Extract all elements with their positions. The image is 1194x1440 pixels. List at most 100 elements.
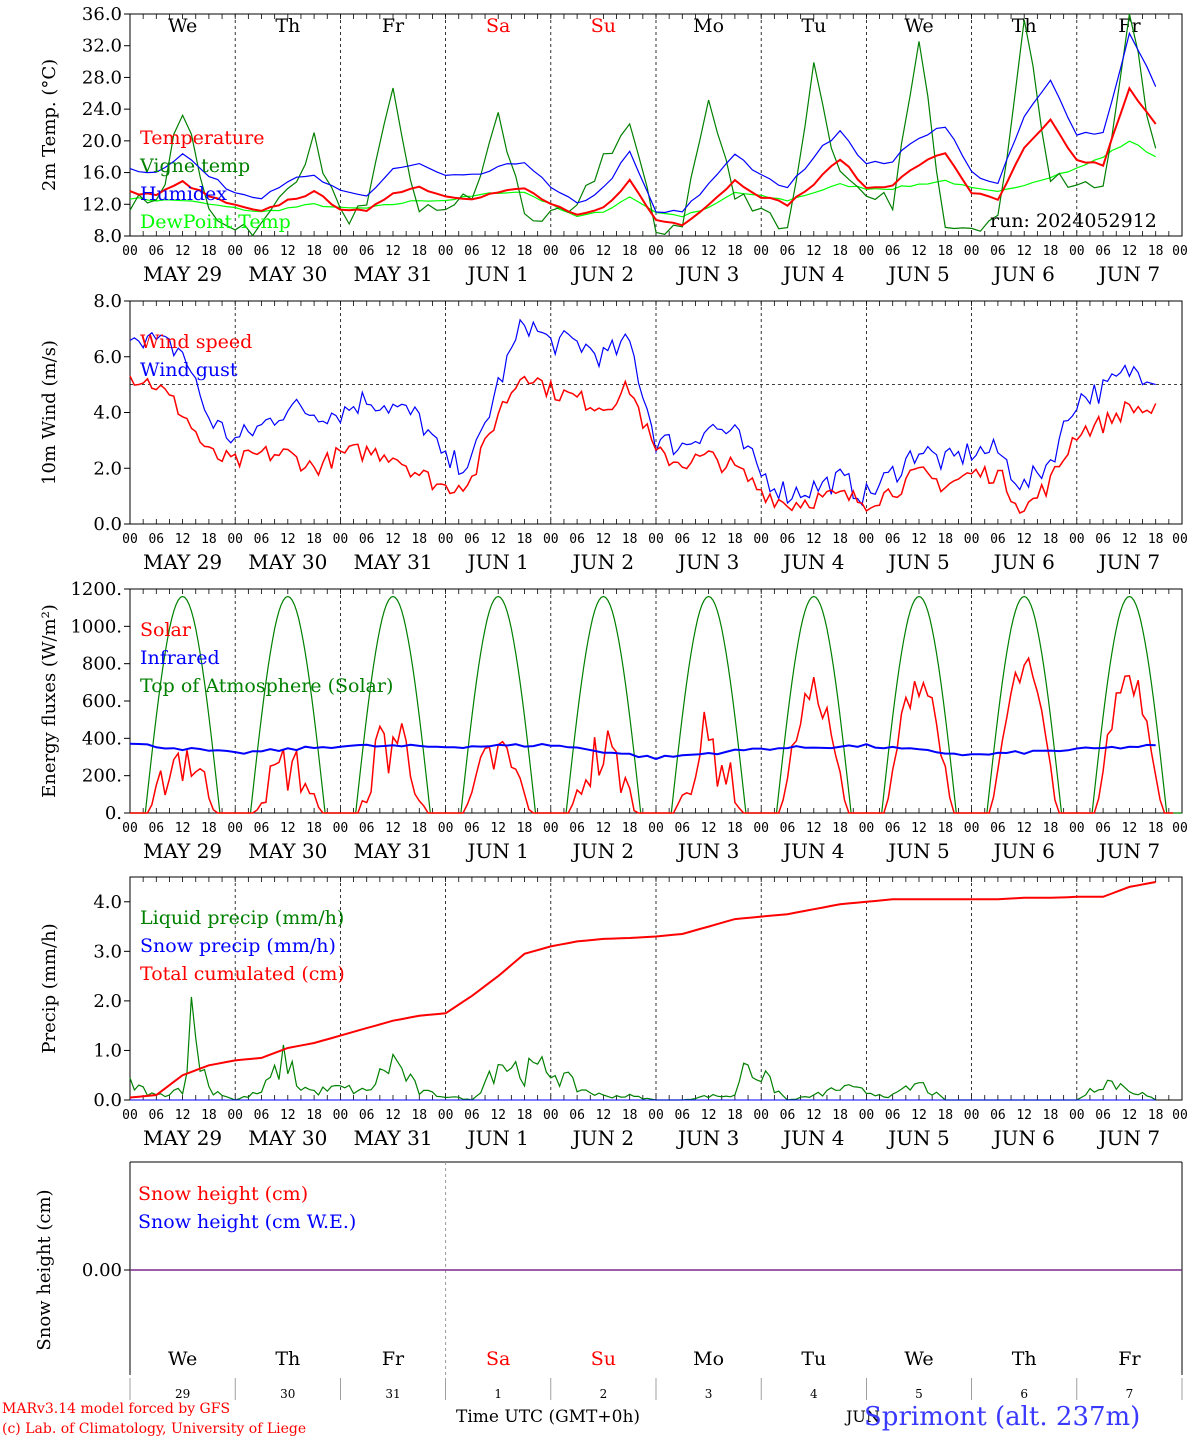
y-axis-label: 2m Temp. (°C) xyxy=(39,59,60,191)
hour-tick-label: 00 xyxy=(964,821,980,836)
hour-tick-label: 18 xyxy=(201,1108,217,1123)
legend-dewpoint-temp: DewPoint Temp xyxy=(140,211,291,233)
date-label: JUN 2 xyxy=(571,1126,634,1150)
y-tick-label: 0. xyxy=(105,803,122,824)
legend-top-of-atmosphere-solar-: Top of Atmosphere (Solar) xyxy=(140,675,393,697)
hour-tick-label: 18 xyxy=(832,821,848,836)
date-label: JUN 5 xyxy=(886,550,949,574)
hour-tick-label: 12 xyxy=(701,1108,717,1123)
hour-tick-label: 18 xyxy=(411,1108,427,1123)
date-label: MAY 30 xyxy=(248,550,327,574)
hour-tick-label: 12 xyxy=(280,244,296,259)
hour-tick-label: 00 xyxy=(333,532,349,547)
date-label: MAY 30 xyxy=(248,839,327,863)
date-label: JUN 3 xyxy=(676,839,739,863)
hour-tick-label: 00 xyxy=(438,532,454,547)
hour-tick-label: 18 xyxy=(622,244,638,259)
hour-tick-label: 12 xyxy=(806,532,822,547)
legend-solar: Solar xyxy=(140,619,192,641)
hour-tick-label: 12 xyxy=(1122,244,1138,259)
hour-tick-label: 18 xyxy=(727,532,743,547)
y-tick-label: 2.0 xyxy=(93,991,122,1012)
hour-tick-label: 18 xyxy=(727,821,743,836)
hour-tick-label: 00 xyxy=(964,244,980,259)
hour-tick-label: 18 xyxy=(411,244,427,259)
hour-tick-label: 00 xyxy=(964,1108,980,1123)
date-label: JUN 4 xyxy=(781,839,844,863)
hour-tick-label: 12 xyxy=(911,532,927,547)
hour-tick-label: 18 xyxy=(306,1108,322,1123)
hour-tick-label: 00 xyxy=(333,244,349,259)
hour-tick-label: 18 xyxy=(727,244,743,259)
date-label: MAY 30 xyxy=(248,1126,327,1150)
hour-tick-label: 18 xyxy=(832,1108,848,1123)
legend-humidex: Humidex xyxy=(140,183,227,205)
hour-tick-label: 06 xyxy=(359,1108,375,1123)
hour-tick-label: 18 xyxy=(1043,821,1059,836)
y-axis-label: 10m Wind (m/s) xyxy=(39,340,60,485)
hour-tick-label: 06 xyxy=(674,532,690,547)
hour-tick-label: 00 xyxy=(227,821,243,836)
hour-tick-label: 12 xyxy=(1016,821,1032,836)
date-label: JUN 1 xyxy=(465,839,528,863)
hour-tick-label: 18 xyxy=(937,244,953,259)
y-tick-label: 3.0 xyxy=(93,941,122,962)
y-tick-label: 4.0 xyxy=(93,403,122,424)
bottom-day-name: Mo xyxy=(693,1348,724,1370)
hour-tick-label: 00 xyxy=(438,1108,454,1123)
hour-tick-label: 18 xyxy=(1043,1108,1059,1123)
hour-tick-label: 06 xyxy=(148,532,164,547)
hour-tick-label: 18 xyxy=(1043,244,1059,259)
bottom-day-name: We xyxy=(904,1348,933,1370)
hour-tick-label: 06 xyxy=(359,244,375,259)
hour-tick-label: 00 xyxy=(122,1108,138,1123)
hour-tick-label: 06 xyxy=(1095,821,1111,836)
hour-tick-label: 06 xyxy=(254,244,270,259)
plot-frame-2 xyxy=(129,300,1183,525)
hour-tick-label: 12 xyxy=(175,244,191,259)
legend-vigne-temp: Vigne temp xyxy=(139,155,250,177)
date-label: JUN 1 xyxy=(465,550,528,574)
hour-tick-label: 12 xyxy=(806,1108,822,1123)
hour-tick-label: 06 xyxy=(780,244,796,259)
hour-tick-label: 00 xyxy=(1172,244,1188,259)
hour-tick-label: 12 xyxy=(596,244,612,259)
y-tick-label: 1000. xyxy=(70,616,122,637)
hour-tick-label: 18 xyxy=(937,1108,953,1123)
legend-total-cumulated-cm-: Total cumulated (cm) xyxy=(140,963,345,985)
hour-tick-label: 18 xyxy=(411,821,427,836)
hour-tick-label: 00 xyxy=(333,1108,349,1123)
hour-tick-label: 12 xyxy=(806,244,822,259)
day-name: Mo xyxy=(693,15,724,37)
hour-tick-label: 00 xyxy=(753,532,769,547)
hour-tick-label: 18 xyxy=(517,1108,533,1123)
y-tick-label: 200. xyxy=(82,766,122,787)
hour-tick-label: 18 xyxy=(832,532,848,547)
hour-tick-label: 12 xyxy=(806,821,822,836)
hour-tick-label: 06 xyxy=(148,244,164,259)
hour-tick-label: 06 xyxy=(359,532,375,547)
y-tick-label: 6.0 xyxy=(93,347,122,368)
hour-tick-label: 12 xyxy=(280,532,296,547)
day-name: Tu xyxy=(801,15,826,37)
date-label: JUN 3 xyxy=(676,1126,739,1150)
hour-tick-label: 00 xyxy=(543,532,559,547)
y-axis-label: Snow height (cm) xyxy=(34,1189,55,1350)
hour-tick-label: 12 xyxy=(596,1108,612,1123)
day-name: Th xyxy=(1012,15,1037,37)
hour-tick-label: 12 xyxy=(1122,821,1138,836)
date-label: JUN 7 xyxy=(1097,839,1160,863)
hour-tick-label: 06 xyxy=(674,1108,690,1123)
hour-tick-label: 12 xyxy=(1016,532,1032,547)
hour-tick-label: 00 xyxy=(122,244,138,259)
hour-tick-label: 18 xyxy=(306,532,322,547)
hour-tick-label: 00 xyxy=(964,532,980,547)
hour-tick-label: 12 xyxy=(385,244,401,259)
hour-tick-label: 18 xyxy=(937,532,953,547)
date-label: JUN 3 xyxy=(676,550,739,574)
hour-tick-label: 12 xyxy=(280,821,296,836)
hour-tick-label: 06 xyxy=(254,1108,270,1123)
hour-tick-label: 00 xyxy=(753,244,769,259)
hour-tick-label: 06 xyxy=(148,1108,164,1123)
legend-snow-precip-mm-h-: Snow precip (mm/h) xyxy=(140,935,336,957)
